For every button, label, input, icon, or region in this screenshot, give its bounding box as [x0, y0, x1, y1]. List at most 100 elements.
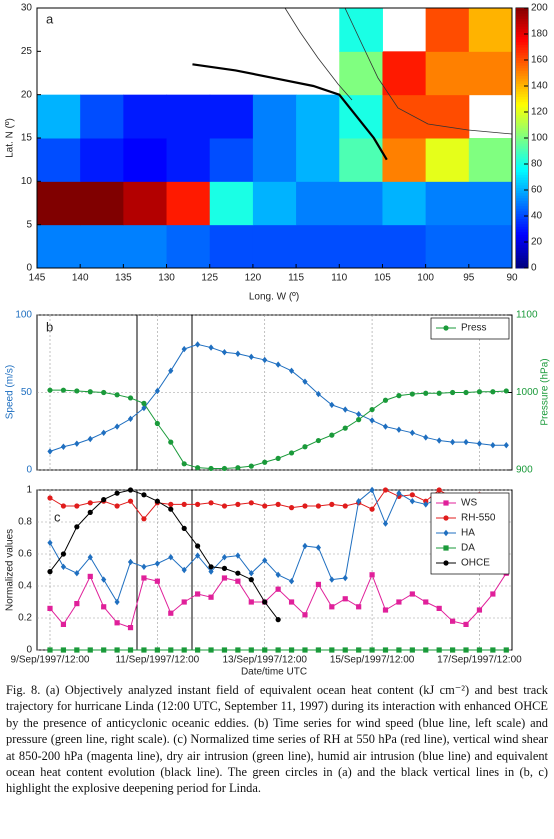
- point: [87, 389, 93, 395]
- legend-box: [430, 317, 510, 340]
- point: [396, 647, 402, 653]
- point: [423, 647, 429, 653]
- colorbar-step: [516, 208, 528, 212]
- point: [302, 444, 308, 450]
- point: [127, 647, 134, 653]
- colorbar-step: [516, 158, 528, 162]
- point: [74, 570, 80, 577]
- point: [436, 390, 442, 396]
- point: [382, 647, 389, 653]
- point: [154, 498, 160, 504]
- point: [60, 503, 67, 509]
- y-tick-label: 30: [21, 3, 33, 14]
- point: [141, 647, 147, 653]
- point: [463, 647, 469, 653]
- colorbar-step: [516, 143, 528, 147]
- point: [235, 578, 241, 584]
- y-tick-label: 20: [21, 89, 33, 100]
- point: [248, 500, 254, 506]
- heat-cell: [37, 94, 81, 139]
- heat-cell: [339, 224, 383, 269]
- heat-cell: [80, 224, 124, 269]
- y-tick-label: 15: [21, 133, 33, 144]
- colorbar-step: [516, 140, 528, 144]
- colorbar-step: [516, 171, 528, 175]
- colorbar-step: [516, 52, 528, 56]
- colorbar-step: [516, 122, 528, 126]
- colorbar-step: [516, 255, 528, 259]
- point: [235, 350, 241, 357]
- heat-cell: [425, 181, 470, 226]
- colorbar-step: [516, 262, 528, 266]
- heat-cell: [166, 94, 211, 139]
- x-axis-title: Long. W (º): [249, 292, 299, 303]
- point: [127, 415, 134, 423]
- heat-cell: [382, 51, 427, 96]
- point: [221, 554, 228, 561]
- point: [141, 575, 147, 581]
- point: [443, 529, 449, 537]
- point: [154, 420, 160, 427]
- colorbar-step: [516, 119, 528, 123]
- heat-cell: [123, 224, 168, 269]
- point: [221, 349, 228, 356]
- colorbar-step: [516, 156, 528, 160]
- point: [60, 551, 67, 557]
- point: [329, 647, 335, 653]
- point: [181, 461, 187, 467]
- colorbar-step: [516, 39, 528, 43]
- point: [409, 498, 415, 505]
- point: [436, 487, 442, 493]
- point: [329, 501, 335, 507]
- point: [369, 406, 375, 413]
- colorbar-step: [516, 145, 528, 149]
- heat-cell: [37, 181, 81, 226]
- colorbar-step: [516, 216, 528, 220]
- colorbar-step: [516, 109, 528, 113]
- point: [154, 560, 160, 567]
- colorbar-step: [516, 101, 528, 105]
- heatmap: [37, 8, 513, 269]
- x-tick-label: 140: [72, 273, 89, 284]
- colorbar-step: [516, 70, 528, 74]
- point: [342, 503, 348, 509]
- colorbar-step: [516, 91, 528, 95]
- point: [262, 599, 268, 605]
- point: [450, 618, 456, 624]
- series-line: [49, 343, 507, 452]
- y-tick-label: 0: [26, 465, 32, 476]
- colorbar-step: [516, 231, 528, 235]
- heat-cell: [37, 138, 81, 182]
- point: [168, 554, 174, 561]
- point: [503, 647, 509, 653]
- y-tick-label: 100: [15, 310, 32, 321]
- point: [342, 596, 348, 602]
- point: [141, 516, 147, 522]
- point: [208, 568, 214, 575]
- point: [356, 417, 362, 423]
- point: [235, 552, 241, 559]
- colorbar-step: [516, 187, 528, 191]
- colorbar-step: [516, 8, 528, 12]
- heat-cell: [425, 51, 470, 96]
- point: [463, 389, 469, 396]
- heat-cell: [123, 138, 168, 182]
- colorbar-step: [516, 174, 528, 178]
- colorbar-tick-label: 140: [531, 81, 548, 92]
- point: [168, 506, 174, 512]
- point: [60, 621, 67, 627]
- point: [275, 455, 281, 461]
- point: [127, 487, 134, 493]
- point: [221, 503, 228, 509]
- x-tick-label: 90: [506, 273, 518, 284]
- point: [275, 361, 281, 368]
- point: [275, 571, 281, 578]
- colorbar-step: [516, 218, 528, 222]
- heat-cell: [166, 138, 211, 182]
- point: [168, 367, 174, 374]
- colorbar-step: [516, 177, 528, 181]
- point: [87, 500, 93, 506]
- point: [476, 647, 483, 653]
- heat-cell: [339, 8, 383, 52]
- point: [60, 563, 67, 570]
